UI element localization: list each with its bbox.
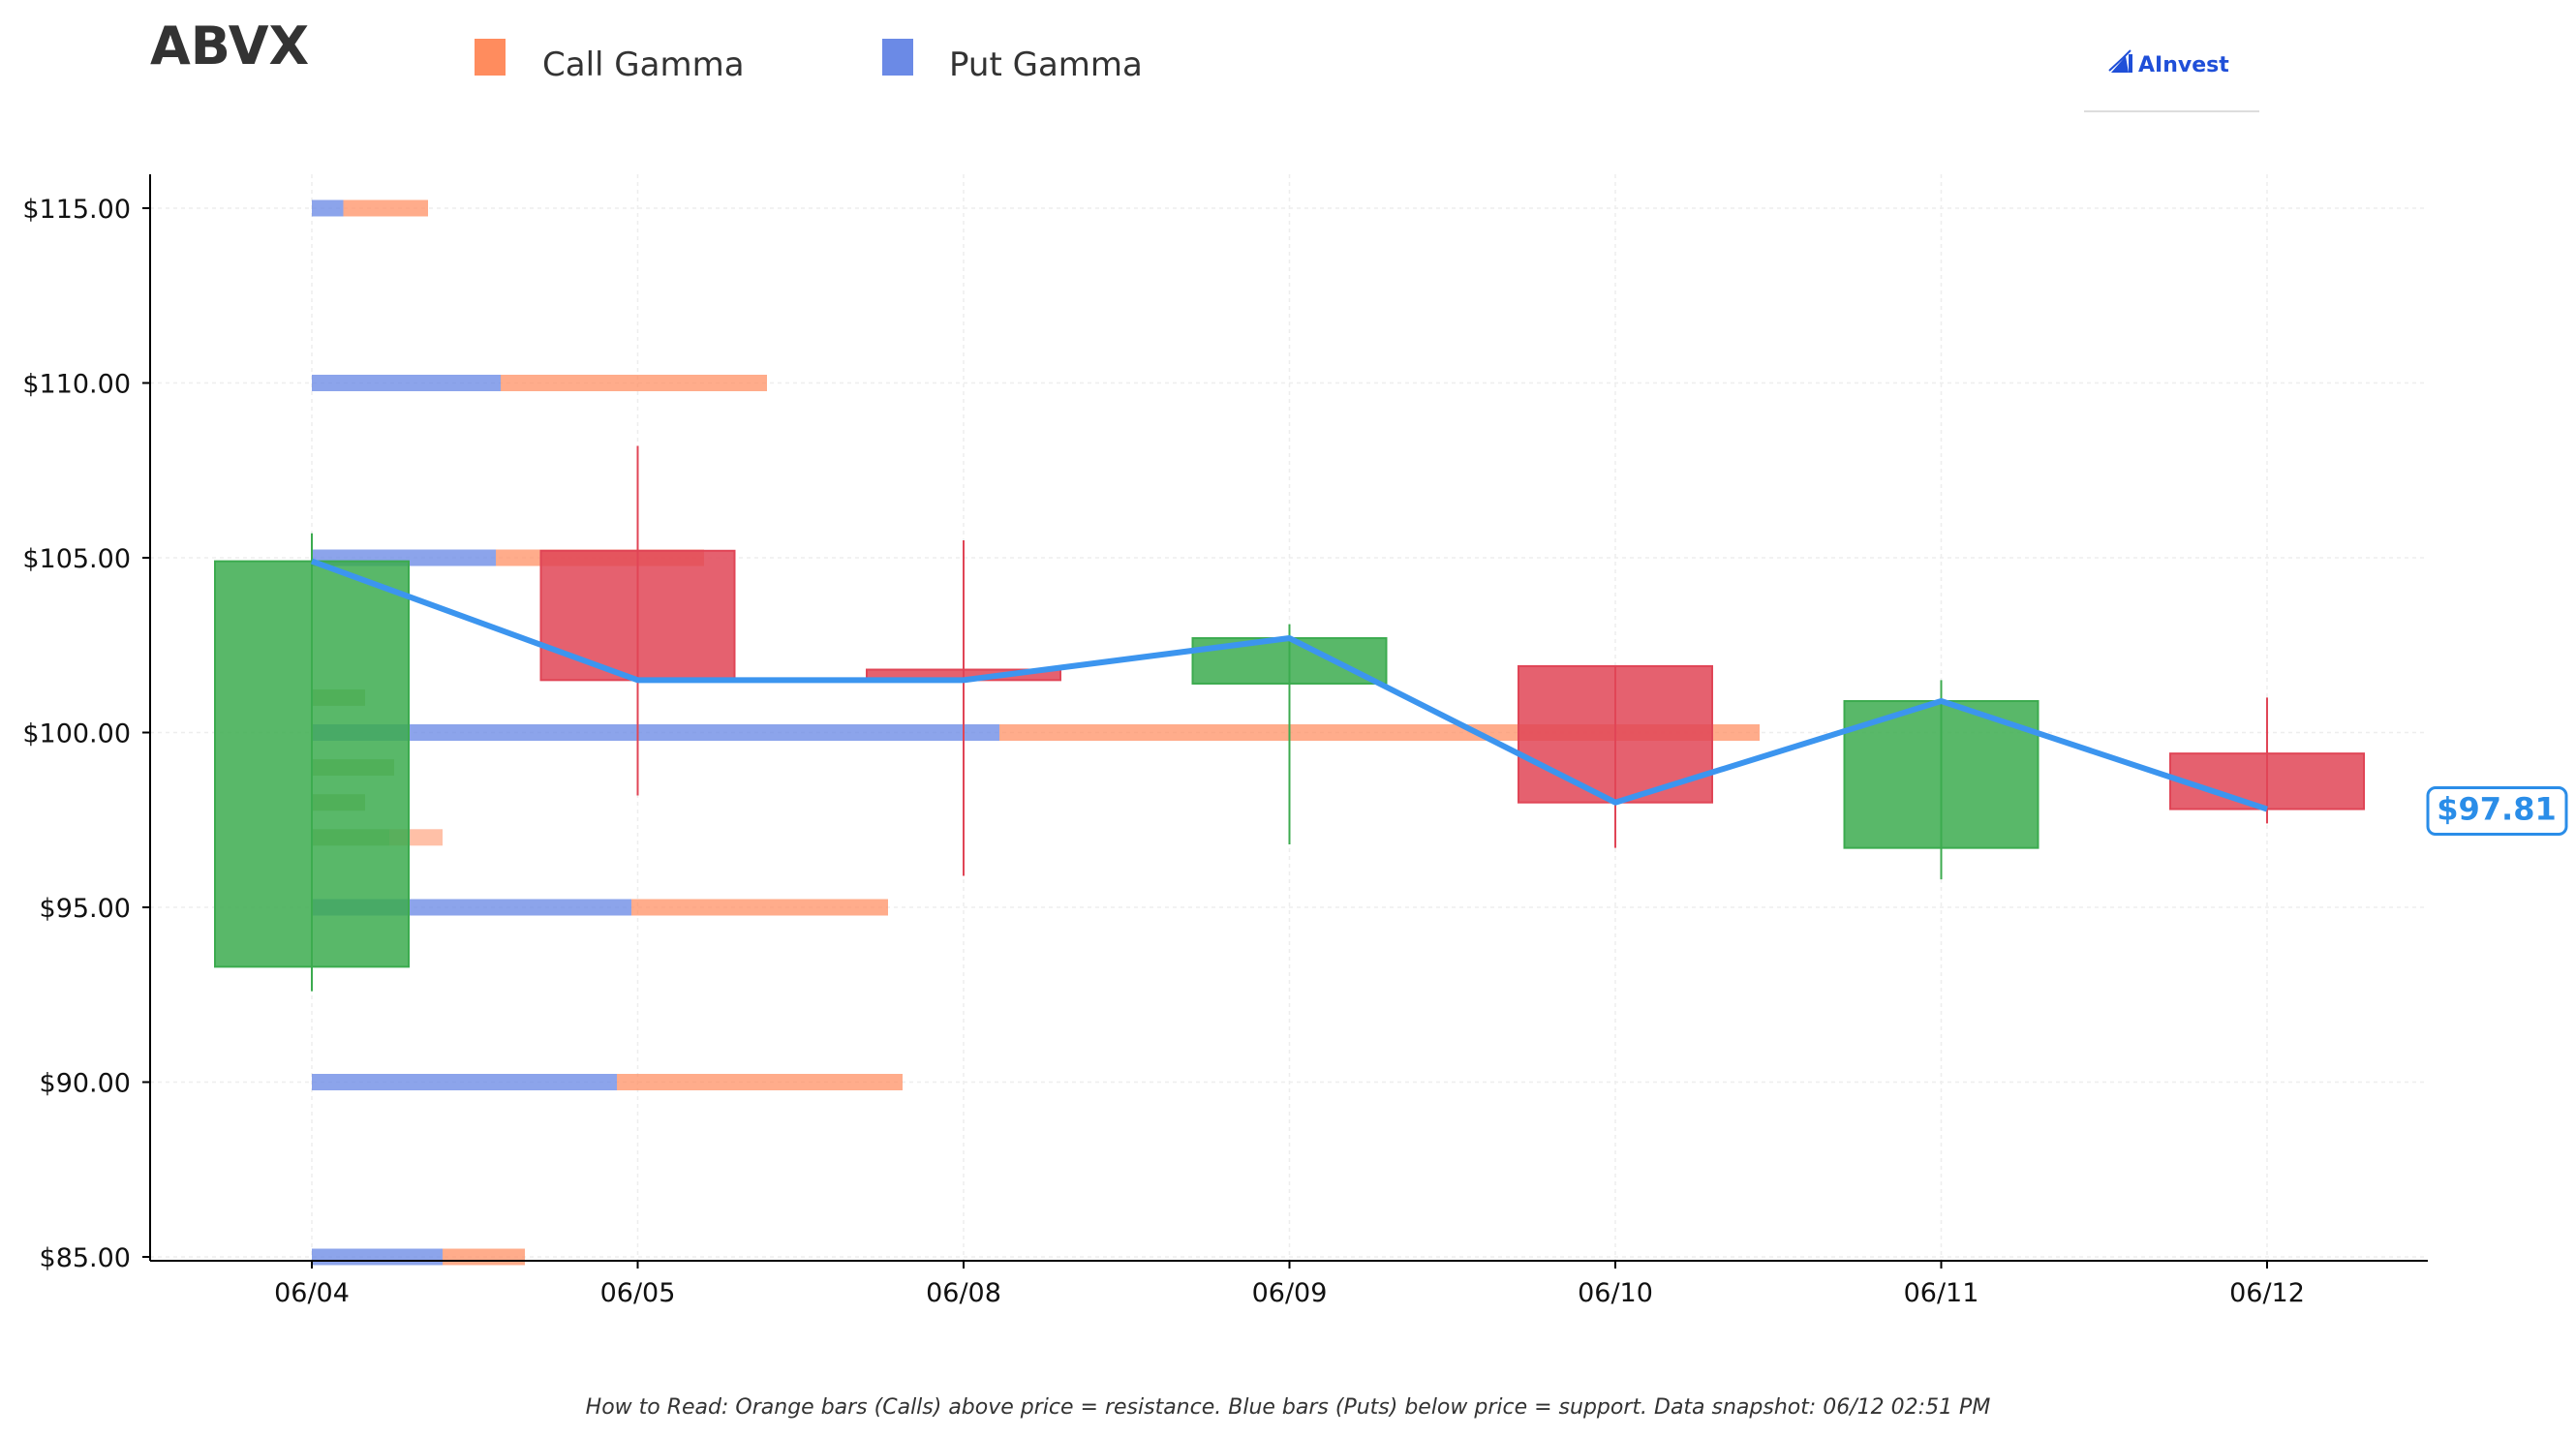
ticker-title: ABVX (150, 15, 309, 76)
put-gamma-bar (312, 724, 999, 741)
x-tick-label: 06/12 (2229, 1278, 2305, 1308)
legend-label-call: Call Gamma (542, 46, 745, 84)
legend-swatch-put (882, 39, 913, 76)
current-price-label: $97.81 (2437, 791, 2556, 828)
footnote: How to Read: Orange bars (Calls) above p… (586, 1395, 1991, 1420)
candles (214, 445, 2365, 992)
call-gamma-bar (631, 899, 888, 916)
candle-body (1843, 700, 2039, 849)
y-tick-label: $105.00 (22, 544, 131, 574)
put-gamma-bar (312, 1074, 617, 1090)
x-tick-label: 06/09 (1252, 1278, 1328, 1308)
call-gamma-bar (501, 375, 767, 391)
call-gamma-bar (443, 1248, 525, 1266)
current-price-tag: $97.81 (2426, 786, 2568, 837)
y-tick-label: $85.00 (40, 1243, 131, 1273)
x-tick-label: 06/11 (1904, 1278, 1979, 1308)
y-tick-label: $90.00 (40, 1069, 131, 1099)
y-tick-label: $110.00 (22, 370, 131, 400)
price-line (310, 558, 2268, 812)
call-gamma-bar (343, 199, 428, 217)
legend: Call Gamma Put Gamma (475, 39, 1143, 84)
logo-mark-icon (2108, 49, 2132, 73)
price-line-path (310, 558, 2268, 812)
x-tick-label: 06/05 (600, 1278, 676, 1308)
y-tick-label: $115.00 (22, 195, 131, 225)
x-tick-label: 06/04 (274, 1278, 350, 1308)
put-gamma-bar (312, 1248, 443, 1266)
candle-body (214, 560, 410, 968)
current-price-box (2426, 786, 2568, 837)
call-gamma-bar (617, 1074, 903, 1090)
legend-label-put: Put Gamma (949, 46, 1143, 84)
x-tick-label: 06/10 (1578, 1278, 1653, 1308)
x-tick-label: 06/08 (926, 1278, 1001, 1308)
y-tick-label: $100.00 (22, 719, 131, 749)
axes: $85.00 $90.00 $95.00 $100.00 $105.00 $110.00 $… (22, 174, 2428, 1308)
candle-body (2169, 752, 2365, 810)
put-gamma-bar (312, 199, 344, 217)
ainvest-logo: AInvest (2084, 49, 2259, 112)
put-gamma-bar (312, 375, 501, 391)
legend-swatch-call (475, 39, 506, 76)
candle-body (539, 549, 736, 682)
logo-text: AInvest (2138, 53, 2229, 77)
y-tick-label: $95.00 (40, 894, 131, 924)
